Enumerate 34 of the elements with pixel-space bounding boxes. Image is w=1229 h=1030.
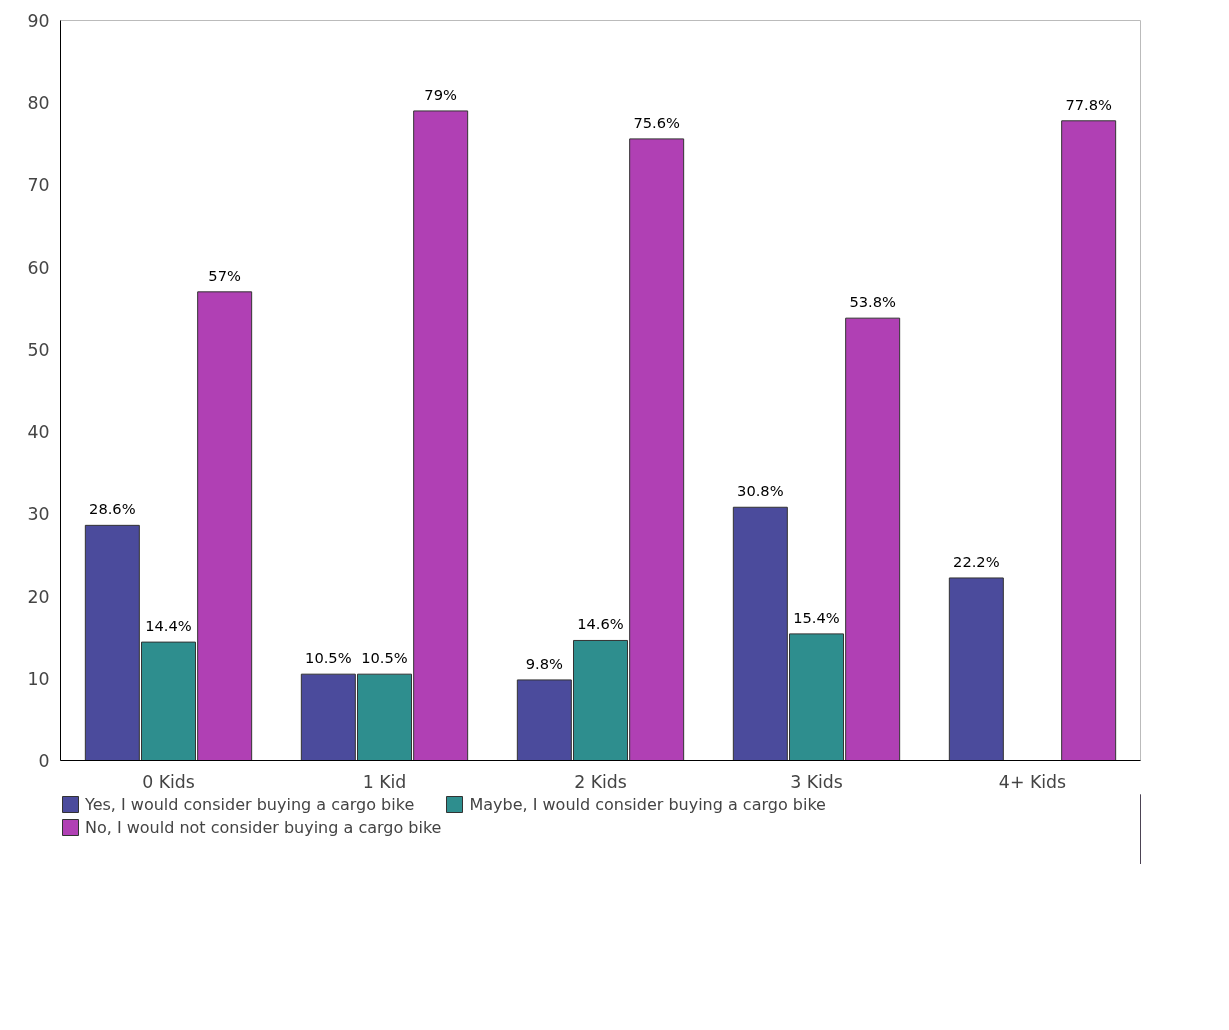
y-tick-label: 70 (27, 175, 50, 196)
data-label: 75.6% (633, 113, 681, 131)
data-label: 77.8% (1065, 95, 1113, 113)
data-label: 79% (424, 85, 458, 103)
data-label: 28.6% (89, 500, 136, 518)
x-tick-label: 0 Kids (142, 771, 195, 792)
y-tick-label: 20 (27, 586, 50, 607)
data-label: 14.6% (577, 615, 624, 633)
y-tick-label: 60 (27, 257, 50, 278)
y-tick-label: 40 (27, 422, 50, 443)
y-tick-label: 80 (27, 93, 50, 114)
data-label: 10.5% (361, 649, 408, 667)
legend-label: No, I would not consider buying a cargo bike (85, 817, 442, 837)
data-label: 10.5% (305, 649, 352, 667)
x-tick-label: 2 Kids (574, 771, 627, 792)
data-label: 14.4% (145, 617, 192, 635)
y-tick-label: 50 (27, 339, 50, 360)
x-tick-label: 4+ Kids (998, 771, 1067, 792)
legend-label: Yes, I would consider buying a cargo bike (85, 794, 415, 814)
x-tick-label: 3 Kids (790, 771, 843, 792)
data-label: 9.8% (525, 654, 564, 672)
legend-label: Maybe, I would consider buying a cargo bike (469, 794, 826, 814)
data-label: 57% (208, 266, 242, 284)
data-label: 15.4% (793, 608, 840, 626)
y-tick-label: 30 (27, 504, 50, 525)
bar (948, 577, 1004, 761)
y-tick-label: 0 (38, 751, 50, 771)
y-tick-label: 90 (27, 11, 50, 31)
x-tick-label: 1 Kid (362, 771, 407, 792)
y-tick-label: 10 (27, 668, 50, 689)
data-label: 30.8% (737, 482, 784, 500)
bar (1061, 120, 1117, 761)
data-label: 22.2% (953, 552, 1000, 570)
data-label: 53.8% (849, 293, 897, 311)
